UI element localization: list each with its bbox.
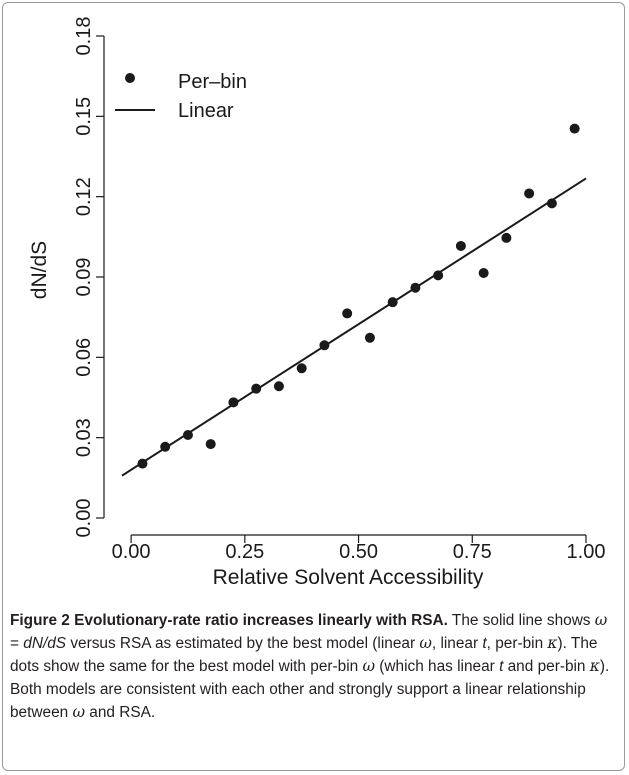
points-layer xyxy=(137,123,580,469)
y-tick-label: 0.12 xyxy=(73,177,95,216)
data-point xyxy=(319,340,330,351)
caption-title: Figure 2 Evolutionary-rate ratio increas… xyxy=(10,612,448,629)
data-point xyxy=(501,232,512,243)
caption-text: = xyxy=(10,635,24,653)
caption-omega: ω xyxy=(72,702,86,721)
figure-caption: Figure 2 Evolutionary-rate ratio increas… xyxy=(10,609,615,724)
legend: Per–bin Linear xyxy=(115,71,247,122)
caption-text: ). The dots show the same for the best m… xyxy=(10,635,598,676)
data-point xyxy=(296,363,307,374)
data-point xyxy=(160,441,171,452)
legend-label-linear: Linear xyxy=(178,100,234,122)
caption-dnds: dN/dS xyxy=(23,635,67,653)
caption-omega: ω xyxy=(594,611,608,629)
y-axis-label: dN/dS xyxy=(28,241,51,299)
x-tick-label: 0.00 xyxy=(112,541,151,563)
y-tick-label: 0.03 xyxy=(73,418,95,457)
data-point xyxy=(478,267,489,278)
caption-text: ). Both models are consistent with each … xyxy=(10,658,610,721)
caption-t: t xyxy=(499,658,504,676)
y-tick-label: 0.00 xyxy=(73,499,95,538)
x-tick-label: 0.50 xyxy=(339,541,378,563)
data-point xyxy=(273,381,284,392)
data-point xyxy=(546,198,557,209)
caption-omega: ω xyxy=(419,634,432,653)
caption-kappa: κ xyxy=(547,634,558,653)
data-point xyxy=(433,270,444,281)
data-point xyxy=(182,429,193,440)
data-point xyxy=(387,297,398,308)
data-point xyxy=(251,383,262,394)
x-tick-label: 0.25 xyxy=(225,541,264,563)
x-axis-label: Relative Solvent Accessibility xyxy=(213,566,484,589)
x-tick-label: 0.75 xyxy=(453,541,492,563)
legend-label-per-bin: Per–bin xyxy=(178,71,247,93)
y-tick-label: 0.06 xyxy=(73,338,95,377)
data-point xyxy=(364,332,375,343)
caption-text: The solid line shows xyxy=(447,612,595,629)
data-point xyxy=(410,282,421,293)
x-tick-label: 1.00 xyxy=(567,541,606,563)
y-tick-label: 0.15 xyxy=(73,97,95,136)
data-point xyxy=(524,188,535,199)
axes: 0.00 0.25 0.50 0.75 1.00 0.00 0.03 0.06 0.09 0.12… xyxy=(73,17,605,563)
y-tick-label: 0.09 xyxy=(73,258,95,297)
caption-text: versus RSA as estimated by the best mode… xyxy=(66,635,420,653)
data-point xyxy=(228,397,239,408)
caption-text: (which has linear xyxy=(375,658,500,676)
data-point xyxy=(205,439,216,450)
data-point xyxy=(455,240,466,251)
legend-point-marker xyxy=(125,73,135,83)
data-point xyxy=(569,123,580,134)
caption-t: t xyxy=(482,635,487,653)
caption-text: , per-bin xyxy=(486,635,548,653)
caption-kappa: κ xyxy=(589,657,600,676)
scatter-chart: 0.00 0.25 0.50 0.75 1.00 0.00 0.03 0.06 0.09 0.12… xyxy=(28,17,605,589)
linear-fit-line xyxy=(121,177,587,477)
caption-text: and RSA. xyxy=(85,703,156,721)
caption-omega: ω xyxy=(362,657,376,676)
line-layer xyxy=(121,177,587,477)
caption-text: and per-bin xyxy=(503,658,590,676)
caption-text: , linear xyxy=(431,635,483,653)
data-point xyxy=(137,458,148,469)
data-point xyxy=(342,308,353,319)
y-tick-label: 0.18 xyxy=(73,17,95,56)
